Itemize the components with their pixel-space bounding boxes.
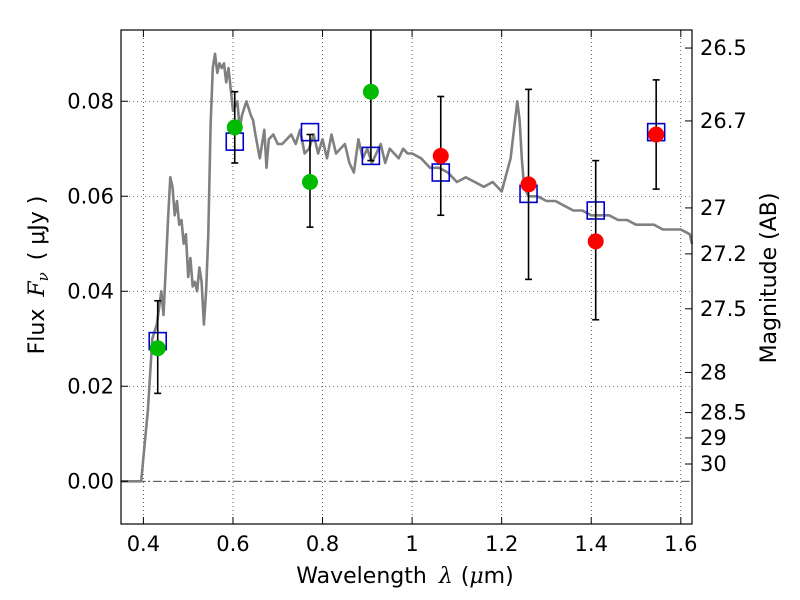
y2-tick-label: 28.5 bbox=[700, 401, 747, 425]
y-axis-ticks: 0.00 0.02 0.04 0.06 0.08 bbox=[67, 89, 128, 493]
y-tick-label: 0.08 bbox=[67, 89, 114, 113]
observed-point bbox=[520, 176, 537, 193]
x-tick-label: 1.6 bbox=[664, 532, 697, 556]
observed-point bbox=[432, 147, 449, 164]
observed-point bbox=[226, 119, 243, 136]
y2-tick-label: 27.5 bbox=[700, 297, 747, 321]
y-tick-label: 0.02 bbox=[67, 374, 114, 398]
y2-tick-label: 27.2 bbox=[700, 242, 747, 266]
y2-tick-label: 30 bbox=[700, 452, 727, 476]
model-photometry bbox=[148, 122, 666, 351]
x-axis-ticks: 0.4 0.6 0.8 1 1.2 1.4 1.6 bbox=[127, 30, 698, 556]
observed-point bbox=[362, 83, 379, 100]
y-tick-label: 0.00 bbox=[67, 469, 114, 493]
model-spectrum bbox=[121, 52, 694, 483]
x-tick-label: 0.4 bbox=[127, 532, 160, 556]
x-tick-label: 1.4 bbox=[575, 532, 608, 556]
x-tick-label: 0.8 bbox=[306, 532, 339, 556]
observed-point bbox=[149, 340, 166, 357]
y2-tick-label: 27 bbox=[700, 196, 727, 220]
x-tick-label: 0.6 bbox=[216, 532, 249, 556]
observed-points bbox=[149, 83, 665, 357]
observed-point bbox=[648, 126, 665, 143]
x-tick-label: 1.2 bbox=[485, 532, 518, 556]
y-tick-label: 0.06 bbox=[67, 184, 114, 208]
plot-frame bbox=[120, 29, 693, 525]
observed-point bbox=[587, 233, 604, 250]
y2-tick-label: 26.5 bbox=[700, 36, 747, 60]
y2-tick-label: 29 bbox=[700, 426, 727, 450]
y2-tick-label: 28 bbox=[700, 360, 727, 384]
y2-axis-label: Magnitude (AB) bbox=[757, 193, 782, 364]
y2-tick-label: 26.7 bbox=[700, 109, 747, 133]
y-tick-label: 0.04 bbox=[67, 279, 114, 303]
observed-point bbox=[301, 174, 318, 190]
x-axis-label: Wavelength λ (μm) bbox=[296, 564, 513, 589]
x-tick-label: 1 bbox=[405, 532, 418, 556]
model-spectrum-line bbox=[121, 52, 694, 483]
y-axis-label: FluxFν( μJy ) bbox=[25, 196, 52, 355]
